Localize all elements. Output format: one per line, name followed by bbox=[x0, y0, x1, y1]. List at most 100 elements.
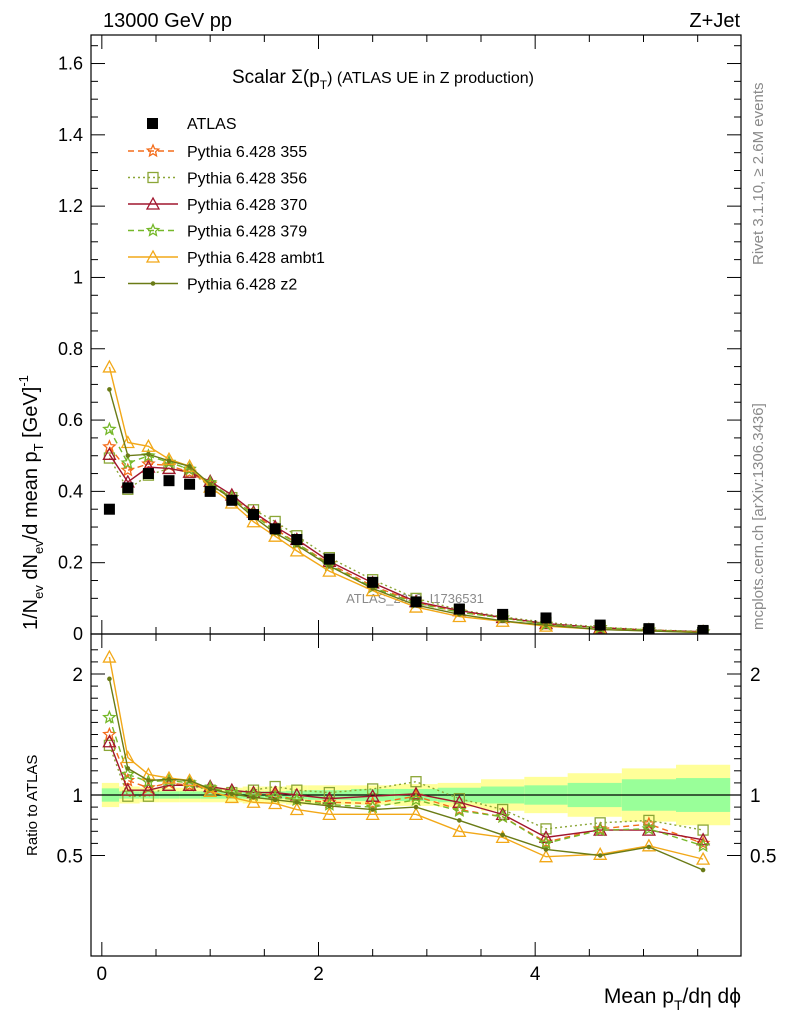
ratio-point-5-18 bbox=[700, 867, 706, 873]
ratio-point-2-16 bbox=[593, 822, 608, 836]
ratio-point-5-14 bbox=[500, 832, 505, 838]
main-point-5-15 bbox=[543, 622, 549, 628]
xtick-label-0: 0 bbox=[97, 964, 108, 985]
atlas-point-13 bbox=[453, 603, 465, 615]
y-axis-label-ratio: Ratio to ATLAS bbox=[24, 755, 41, 856]
atlas-point-4 bbox=[184, 478, 196, 490]
ratio-point-2-12 bbox=[408, 786, 424, 800]
plot-title: Scalar Σ(pT) (ATLAS UE in Z production) bbox=[232, 67, 534, 92]
ratio-point-3-1 bbox=[120, 766, 136, 781]
ratio-point-5-15 bbox=[543, 847, 549, 852]
legend-marker-5 bbox=[150, 281, 156, 286]
ratio-point-4-11 bbox=[365, 807, 380, 821]
ratio-point-4-14 bbox=[495, 829, 510, 843]
ratio-line-1 bbox=[108, 745, 704, 831]
ratio-ytick-label-right-0: 0.5 bbox=[750, 847, 776, 868]
ratio-point-5-1 bbox=[125, 766, 131, 771]
axis-ticks: 0 0.2 0.4 0.6 0.8 1 1.2 1.4 1.6 0.5 0.5 1 1 2 2 0 2 4 bbox=[57, 35, 776, 985]
ratio-point-1-15 bbox=[540, 823, 552, 835]
ratio-point-2-18 bbox=[695, 832, 711, 846]
legend-atlas-label: ATLAS bbox=[187, 116, 237, 133]
process-label: Z+Jet bbox=[689, 10, 740, 32]
atlas-point-16 bbox=[594, 619, 606, 631]
atlas-data-points bbox=[103, 468, 709, 634]
main-ytick-label-8: 1.6 bbox=[58, 54, 83, 74]
ratio-point-1-16 bbox=[594, 817, 606, 829]
main-point-4-10 bbox=[322, 563, 337, 577]
ratio-point-3-13 bbox=[452, 803, 467, 818]
ratio-point-2-2 bbox=[141, 782, 156, 796]
ratio-point-5-5 bbox=[207, 786, 213, 792]
ratio-point-3-0 bbox=[102, 709, 117, 724]
ratio-point-4-16 bbox=[593, 846, 608, 860]
ratio-point-5-17 bbox=[646, 844, 652, 850]
ratio-point-4-10 bbox=[322, 807, 337, 821]
ratio-point-5-7 bbox=[251, 795, 256, 800]
rivet-label: Rivet 3.1.10, ≥ 2.6M events bbox=[750, 83, 767, 266]
main-point-0-0 bbox=[102, 439, 117, 454]
ratio-point-4-8 bbox=[268, 796, 283, 810]
main-point-4-3 bbox=[161, 451, 177, 465]
main-point-4-1 bbox=[120, 435, 135, 449]
ratio-point-5-0 bbox=[107, 676, 112, 682]
main-point-2-3 bbox=[161, 461, 177, 475]
ratio-point-5-9 bbox=[294, 799, 300, 805]
main-point-5-1 bbox=[125, 453, 131, 458]
ratio-point-1-11 bbox=[367, 783, 379, 795]
ratio-ytick-label-1: 1 bbox=[72, 786, 83, 807]
ratio-point-4-7 bbox=[246, 794, 261, 808]
ratio-point-2-1 bbox=[120, 782, 135, 796]
ratio-point-3-17 bbox=[641, 821, 657, 836]
legend-marker-3 bbox=[145, 222, 161, 237]
ratio-point-1-1 bbox=[122, 790, 134, 802]
atlas-point-5 bbox=[204, 485, 216, 497]
ratio-ytick-label-0: 0.5 bbox=[57, 847, 83, 868]
legend-label-2: Pythia 6.428 370 bbox=[187, 197, 307, 214]
legend-label-5: Pythia 6.428 z2 bbox=[187, 277, 297, 294]
energy-label: 13000 GeV pp bbox=[103, 10, 232, 32]
ratio-point-3-15 bbox=[538, 835, 554, 850]
legend-label-3: Pythia 6.428 379 bbox=[187, 224, 307, 241]
ratio-ytick-label-right-2: 2 bbox=[750, 665, 761, 686]
ratio-point-4-12 bbox=[408, 807, 424, 821]
ratio-point-5-2 bbox=[146, 778, 151, 783]
main-point-5-2 bbox=[146, 452, 151, 457]
ratio-point-4-3 bbox=[161, 770, 177, 784]
main-ytick-label-1: 0.2 bbox=[58, 553, 83, 573]
ratio-series-layer bbox=[102, 649, 711, 873]
main-point-5-3 bbox=[166, 458, 172, 464]
ratio-point-2-15 bbox=[538, 829, 554, 843]
legend-label-1: Pythia 6.428 356 bbox=[187, 171, 307, 188]
legend-label-4: Pythia 6.428 ambt1 bbox=[187, 250, 325, 267]
main-ytick-label-4: 0.8 bbox=[58, 339, 83, 359]
atlas-point-9 bbox=[291, 534, 303, 546]
ratio-point-2-13 bbox=[452, 794, 467, 808]
main-point-5-0 bbox=[107, 387, 112, 392]
main-point-4-13 bbox=[452, 609, 467, 623]
atlas-point-6 bbox=[226, 494, 238, 506]
ratio-point-3-16 bbox=[592, 822, 608, 837]
atlas-point-7 bbox=[248, 509, 259, 521]
main-point-2-0 bbox=[102, 446, 117, 460]
ratio-point-4-13 bbox=[452, 823, 467, 837]
atlas-point-8 bbox=[269, 523, 281, 535]
main-point-5-5 bbox=[207, 481, 213, 487]
ratio-point-3-14 bbox=[495, 809, 511, 823]
atlas-point-15 bbox=[540, 612, 552, 624]
atlas-point-0 bbox=[103, 503, 115, 515]
xtick-label-1: 2 bbox=[313, 964, 324, 985]
ratio-point-3-12 bbox=[408, 792, 424, 807]
ratio-point-5-4 bbox=[187, 778, 192, 783]
main-point-5-4 bbox=[187, 463, 192, 469]
ratio-point-4-5 bbox=[203, 784, 218, 798]
main-ytick-label-7: 1.4 bbox=[58, 125, 83, 145]
main-point-4-9 bbox=[289, 543, 304, 557]
ratio-point-5-3 bbox=[166, 776, 172, 782]
legend-marker-2 bbox=[145, 196, 161, 210]
main-point-4-7 bbox=[246, 514, 261, 528]
main-point-3-1 bbox=[120, 455, 136, 470]
main-ytick-label-0: 0 bbox=[73, 624, 83, 644]
main-ytick-label-2: 0.4 bbox=[58, 481, 83, 501]
legend-marker-0 bbox=[145, 143, 161, 158]
